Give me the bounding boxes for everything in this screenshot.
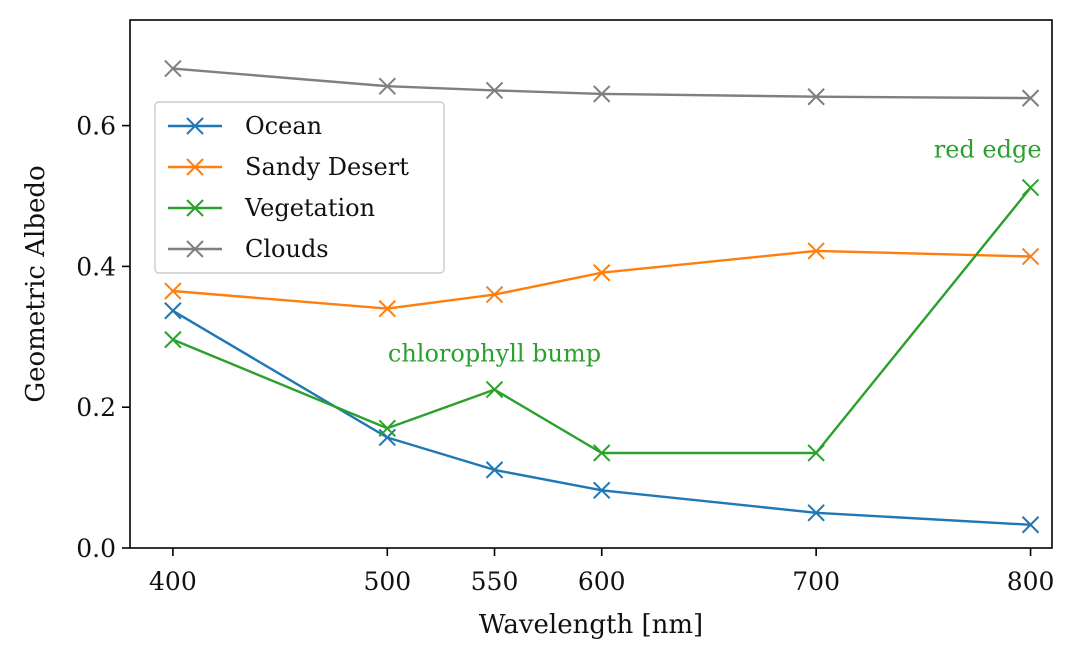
data-point: [593, 481, 611, 499]
legend-entry-vegetation: Vegetation: [168, 194, 375, 222]
annotation-label: chlorophyll bump: [388, 339, 601, 367]
data-point: [485, 380, 504, 399]
data-point: [485, 461, 504, 479]
data-point: [378, 299, 397, 318]
legend: Ocean Sandy Desert Vegetation Clouds: [154, 101, 445, 274]
series-line: [172, 67, 1031, 100]
series-vegetation: [164, 178, 1040, 462]
data-point: [807, 242, 825, 260]
data-point: [378, 428, 397, 447]
data-point: [485, 285, 504, 304]
data-point: [1021, 516, 1040, 534]
x-tick-label: 400: [149, 567, 197, 596]
series-layer: [164, 59, 1040, 534]
legend-marker: [186, 158, 204, 176]
y-tick-label: 0.2: [76, 393, 116, 422]
data-point: [1021, 89, 1040, 107]
y-tick-label: 0.0: [76, 534, 116, 563]
data-point: [807, 504, 825, 522]
legend-entry-clouds: Clouds: [168, 235, 329, 263]
x-tick-label: 500: [363, 567, 411, 596]
series-sandy-desert: [164, 242, 1040, 318]
series-clouds: [164, 59, 1040, 107]
data-point: [164, 302, 182, 320]
series-ocean: [164, 302, 1040, 534]
y-axis-label: Geometric Albedo: [21, 165, 51, 402]
legend-label: Clouds: [245, 235, 329, 263]
data-point: [485, 81, 504, 100]
legend-label: Vegetation: [244, 194, 375, 222]
data-point: [378, 419, 397, 438]
legend-label: Ocean: [245, 112, 322, 140]
x-axis-label: Wavelength [nm]: [479, 610, 703, 640]
series-line: [172, 249, 1031, 310]
legend-label: Sandy Desert: [245, 153, 409, 181]
plot-frame: [129, 19, 1053, 549]
x-tick-label: 600: [578, 567, 626, 596]
data-point: [378, 77, 397, 95]
legend-box: [154, 101, 445, 274]
legend-marker: [186, 117, 204, 135]
data-point: [164, 282, 182, 300]
legend-marker: [186, 240, 204, 258]
x-tick-label: 700: [792, 567, 840, 596]
legend-entry-ocean: Ocean: [168, 112, 322, 140]
data-point: [807, 88, 825, 106]
y-axis-ticks: 0.0 0.2 0.4 0.6: [76, 112, 130, 563]
x-tick-label: 800: [1007, 567, 1055, 596]
legend-marker: [186, 199, 204, 217]
data-point: [807, 444, 825, 462]
annotation-label: red edge: [934, 135, 1042, 163]
y-tick-label: 0.6: [76, 112, 116, 141]
data-point: [1021, 247, 1040, 266]
y-tick-label: 0.4: [76, 252, 116, 281]
data-point: [164, 330, 182, 349]
data-point: [1021, 178, 1040, 197]
data-point: [593, 264, 611, 282]
annotation-layer: chlorophyll bump red edge: [388, 135, 1042, 367]
x-tick-label: 550: [471, 567, 519, 596]
series-line: [172, 309, 1031, 526]
data-point: [164, 59, 182, 78]
data-point: [593, 85, 611, 103]
x-axis-ticks: 400 500 550 600 700 800: [149, 548, 1054, 596]
legend-entry-sandy-desert: Sandy Desert: [168, 153, 409, 181]
series-line: [172, 186, 1032, 455]
data-point: [593, 444, 611, 462]
